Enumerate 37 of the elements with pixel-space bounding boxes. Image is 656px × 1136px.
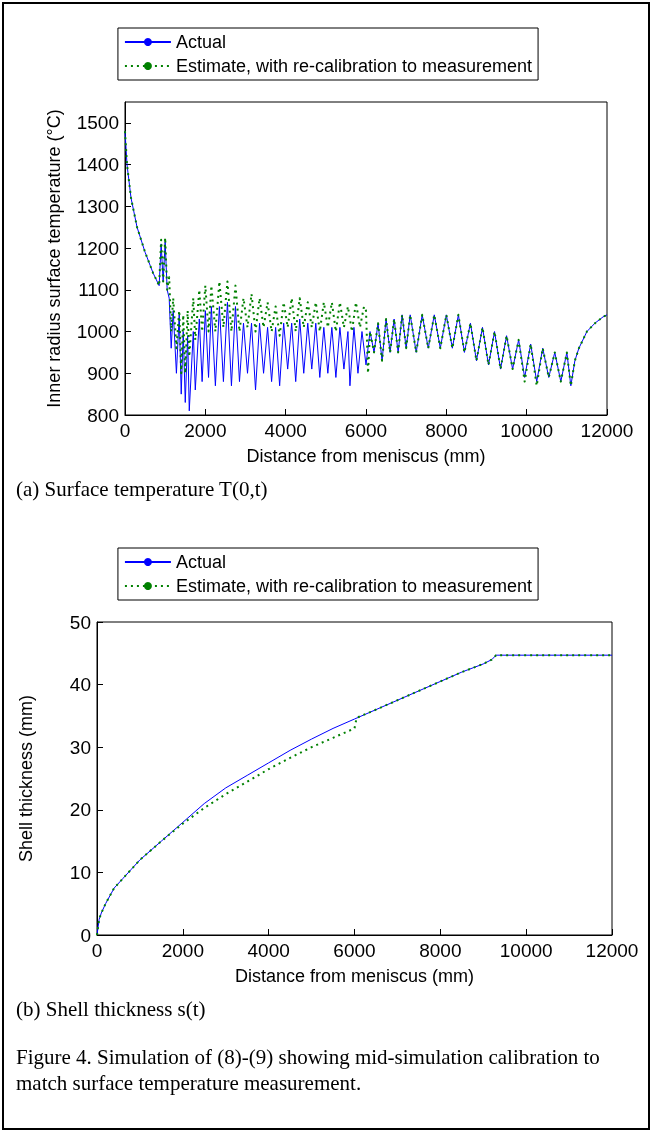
text: (a) Surface temperature T(0,t) — [16, 476, 269, 502]
x-axis-title: Distance from meniscus (mm) — [234, 966, 475, 986]
text: (b) Shell thickness s(t) — [16, 996, 207, 1022]
caption: Figure 4. Simulation of (8)-(9) showing mid-simulation calibration to match surface temperature measurement. — [16, 1044, 601, 1096]
x-tick-label: 4000 — [247, 940, 290, 961]
x-axis-title: Distance from meniscus (mm) — [246, 446, 486, 466]
x-tick-label: 10000 — [499, 940, 553, 961]
x-tick-label: 2000 — [184, 420, 227, 441]
x-tick-label: 12000 — [580, 420, 634, 441]
legend-label: Actual — [175, 32, 226, 52]
y-tick-label: 800 — [87, 404, 119, 426]
y-tick-label: 50 — [69, 611, 91, 633]
x-tick-label: 8000 — [425, 420, 468, 441]
y-tick-label: 1200 — [76, 237, 119, 259]
y-tick-label: 40 — [69, 674, 91, 696]
legend-label: Actual — [175, 552, 226, 572]
legend-label: Estimate, with re-calibration to measurement — [175, 56, 533, 76]
y-tick-label: 1300 — [76, 195, 119, 217]
y-tick-label: 1500 — [76, 112, 119, 134]
x-tick-label: 10000 — [500, 420, 554, 441]
y-tick-label: 1000 — [76, 321, 119, 343]
x-tick-label: 4000 — [264, 420, 307, 441]
x-tick-label: 12000 — [585, 940, 639, 961]
x-tick-label: 2000 — [161, 940, 204, 961]
y-axis-title: Shell thickness (mm) — [16, 694, 36, 863]
y-tick-label: 20 — [69, 799, 91, 821]
y-tick-label: 30 — [69, 736, 91, 758]
y-tick-label: 1100 — [78, 279, 119, 301]
y-tick-label: 900 — [87, 362, 119, 384]
y-tick-label: 1400 — [76, 154, 119, 176]
x-tick-label: 8000 — [419, 940, 462, 961]
y-axis-title: Inner radius surface temperature (°C) — [44, 109, 64, 408]
x-tick-label: 6000 — [333, 940, 376, 961]
y-tick-label: 10 — [69, 861, 91, 883]
legend-label: Estimate, with re-calibration to measurement — [175, 576, 533, 596]
y-tick-label: 0 — [80, 924, 91, 946]
x-tick-label: 6000 — [344, 420, 388, 441]
